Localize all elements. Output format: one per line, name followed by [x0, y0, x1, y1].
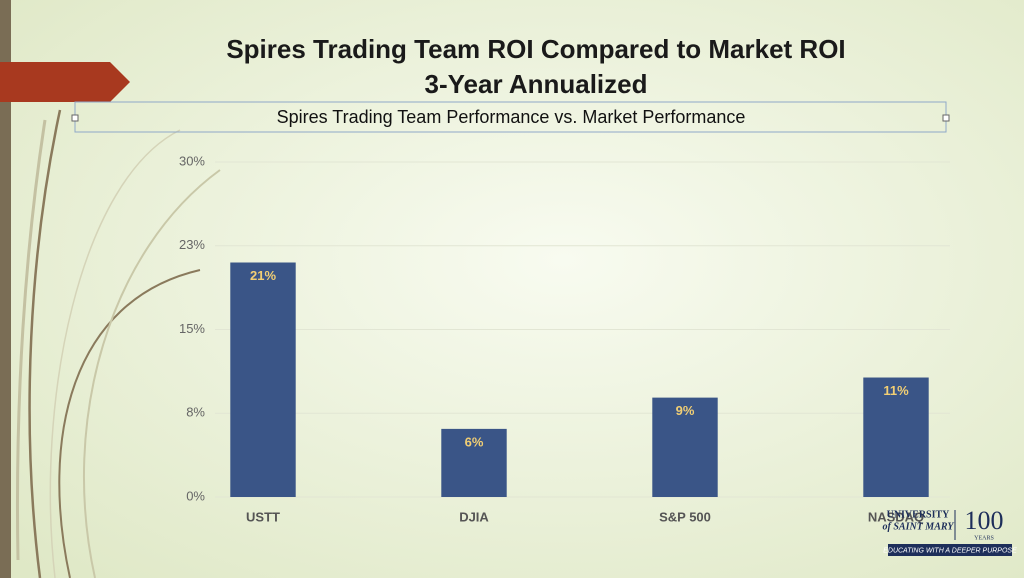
y-tick-label: 8% [186, 405, 205, 420]
logo-band [888, 544, 1012, 556]
logo: UNIVERSITY of SAINT MARY 100 YEARS EDUCA… [883, 506, 1017, 556]
y-tick-label: 15% [179, 321, 205, 336]
data-label: 6% [465, 434, 484, 449]
x-tick-label: DJIA [459, 509, 489, 524]
chart-title: Spires Trading Team Performance vs. Mark… [277, 107, 746, 127]
handle [942, 114, 950, 122]
handle [71, 114, 79, 122]
y-tick-label: 23% [179, 237, 205, 252]
logo-years: 100 [965, 506, 1004, 535]
x-tick-label: USTT [246, 509, 280, 524]
logo-name: UNIVERSITY [887, 509, 951, 520]
bar [652, 397, 718, 497]
x-tick-label: S&P 500 [659, 509, 711, 524]
decor-curves [15, 109, 221, 578]
plot-area: 0% 8% 15% 23% 30% USTT 21% DJIA 6% S&P 500 9% NASDA… [179, 153, 950, 524]
y-tick-label: 30% [179, 153, 205, 168]
slide-subtitle: 3-Year Annualized [425, 69, 648, 99]
left-stripe [0, 0, 11, 578]
logo-years-label: YEARS [974, 535, 994, 541]
slide-title: Spires Trading Team ROI Compared to Mark… [226, 34, 845, 64]
bar [441, 428, 507, 497]
logo-name: of SAINT MARY [883, 521, 955, 532]
bar [863, 377, 929, 497]
x-tick-label: NASDAQ [868, 509, 924, 524]
data-label: 9% [676, 403, 695, 418]
arrow-banner [0, 62, 130, 102]
data-label: 11% [883, 383, 909, 398]
bar [230, 262, 296, 497]
logo-tagline: EDUCATING WITH A DEEPER PURPOSE [883, 547, 1017, 554]
data-label: 21% [250, 268, 276, 283]
y-tick-label: 0% [186, 488, 205, 503]
